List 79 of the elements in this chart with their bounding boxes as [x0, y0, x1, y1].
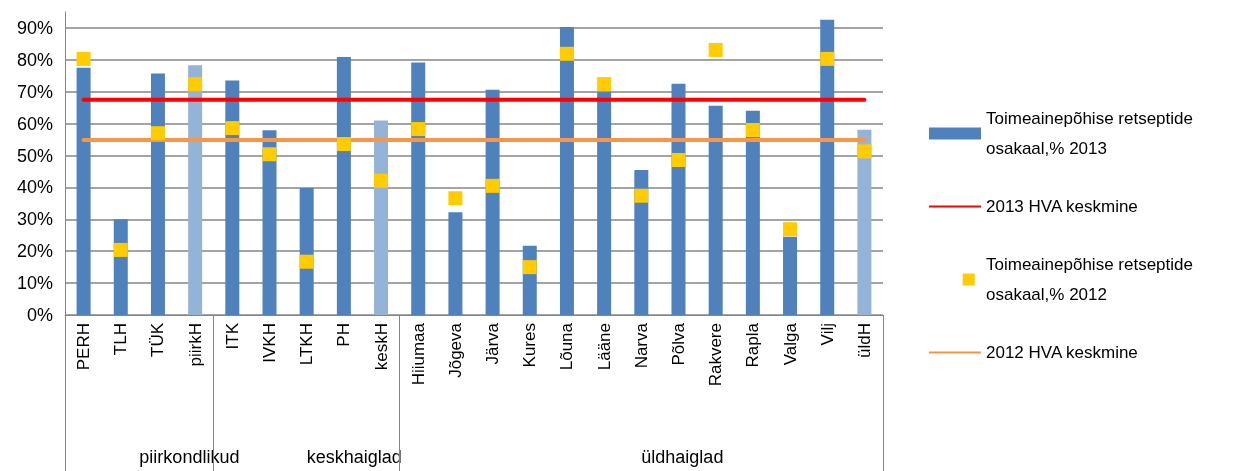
bar — [857, 129, 872, 315]
text: piirkondlikud — [139, 447, 240, 467]
legend-label: 2012 HVA keskmine — [986, 343, 1138, 362]
x-tick-label: Rapla — [743, 322, 763, 368]
x-tick-label: Vilj — [817, 323, 837, 346]
bar — [76, 67, 91, 315]
bar — [559, 26, 574, 315]
point — [745, 123, 760, 138]
bar — [262, 130, 277, 315]
text: keskhaiglad — [306, 447, 402, 467]
point — [76, 51, 91, 66]
point — [299, 254, 314, 269]
point — [783, 222, 798, 237]
y-tick-label: 80% — [16, 49, 53, 70]
x-tick-label: LTKH — [297, 323, 317, 366]
point — [857, 144, 872, 159]
bar — [150, 73, 165, 315]
y-tick-label: 20% — [16, 241, 53, 262]
x-tick-label: piirkH — [185, 323, 205, 367]
bar — [783, 236, 798, 315]
bar — [411, 62, 426, 315]
y-tick-label: 50% — [16, 145, 53, 166]
y-tick-label: 10% — [16, 273, 53, 294]
x-tick-label: TLH — [111, 323, 131, 356]
point — [820, 51, 835, 66]
bar — [820, 19, 835, 315]
point — [522, 260, 537, 275]
x-tick-label: Hiiumaa — [408, 322, 428, 386]
point — [336, 137, 351, 152]
x-tick-label: üldH — [854, 323, 874, 358]
point — [411, 122, 426, 137]
bar — [671, 83, 686, 315]
point — [559, 46, 574, 61]
bar — [597, 91, 612, 315]
bar — [225, 80, 240, 315]
x-tick-label: ITK — [222, 322, 242, 350]
y-tick-label: 60% — [16, 113, 53, 134]
x-tick-label: Kures — [520, 323, 540, 368]
x-tick-label: Narva — [631, 322, 651, 369]
legend-label: 2013 HVA keskmine — [986, 197, 1138, 216]
point — [448, 191, 463, 206]
x-tick-label: IVKH — [260, 323, 279, 363]
x-tick-label: Põlva — [669, 322, 688, 366]
point — [150, 126, 165, 141]
point — [485, 178, 500, 193]
x-tick-label: TÜK — [148, 322, 168, 357]
x-tick-label: Järva — [483, 322, 503, 365]
bar — [708, 105, 723, 315]
y-tick-label: 90% — [16, 17, 53, 38]
point — [597, 77, 612, 92]
x-tick-label: Rakvere — [706, 323, 726, 387]
bar — [634, 169, 649, 315]
point — [113, 242, 128, 257]
x-tick-label: Valga — [780, 322, 800, 366]
x-tick-label: Lääne — [594, 323, 614, 371]
y-tick-label: 40% — [16, 177, 53, 198]
bar — [188, 65, 203, 315]
bar — [485, 89, 500, 315]
point — [188, 77, 203, 92]
y-tick-label: 30% — [16, 209, 53, 230]
bar — [374, 120, 389, 315]
bar — [336, 56, 351, 315]
x-tick-label: PERH — [74, 323, 94, 371]
point — [671, 152, 686, 167]
point — [708, 42, 723, 57]
point — [634, 188, 649, 203]
y-tick-label: 0% — [26, 305, 53, 325]
point — [225, 121, 240, 136]
legend-label: Toimeainepõhise retseptide osakaal,% 2013 — [986, 109, 1198, 158]
legend-label: Toimeainepõhise retseptide osakaal,% 2012 — [986, 255, 1198, 304]
x-tick-label: Lõuna — [557, 322, 577, 371]
point — [374, 173, 389, 188]
point — [262, 147, 277, 162]
y-tick-label: 70% — [16, 81, 53, 102]
text: üldhaiglad — [641, 447, 724, 467]
x-tick-label: Jõgeva — [445, 322, 465, 378]
x-tick-label: PH — [334, 323, 354, 347]
bar — [448, 212, 463, 315]
x-tick-label: keskH — [371, 323, 391, 371]
